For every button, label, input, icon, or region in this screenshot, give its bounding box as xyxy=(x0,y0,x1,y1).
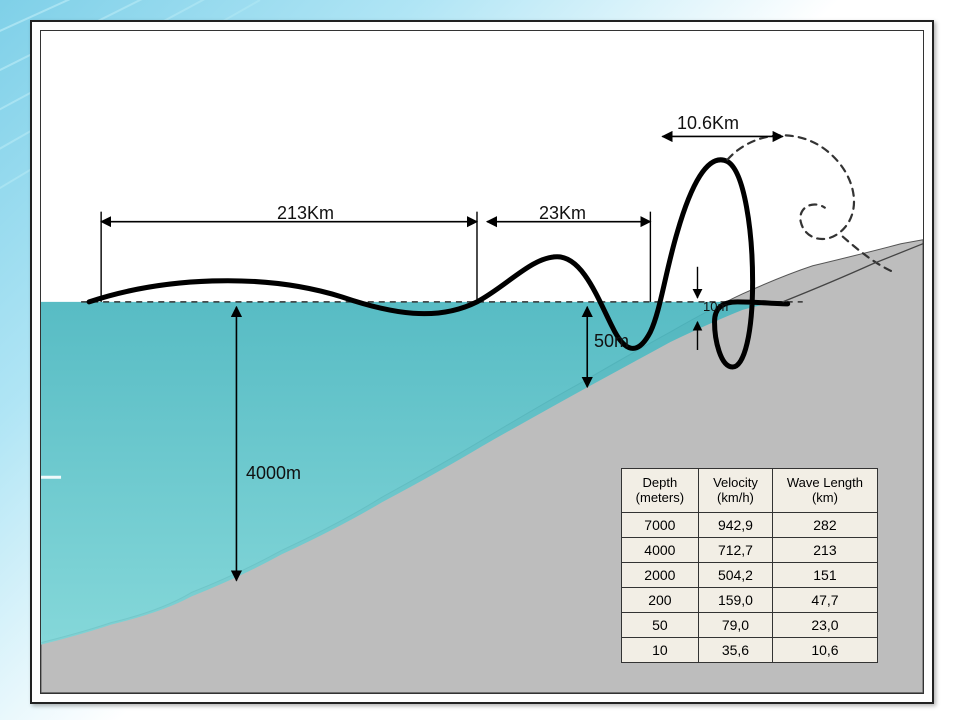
table-row: 1035,610,6 xyxy=(621,638,877,663)
label-23km: 23Km xyxy=(539,203,586,224)
th-wavelength: Wave Length (km) xyxy=(772,468,877,512)
table-body: 7000942,9282 4000712,7213 2000504,2151 2… xyxy=(621,513,877,663)
label-50m: 50m xyxy=(594,331,629,352)
th-velocity: Velocity (km/h) xyxy=(699,468,773,512)
label-106km: 10.6Km xyxy=(677,113,739,134)
table-row: 2000504,2151 xyxy=(621,563,877,588)
label-213km: 213Km xyxy=(277,203,334,224)
th-depth: Depth (meters) xyxy=(621,468,698,512)
table-row: 7000942,9282 xyxy=(621,513,877,538)
label-4000m: 4000m xyxy=(246,463,301,484)
table-row: 4000712,7213 xyxy=(621,538,877,563)
diagram-inner: 213Km 23Km 10.6Km 4000m 50m 10m Depth (m… xyxy=(40,30,924,694)
table-row: 200159,047,7 xyxy=(621,588,877,613)
table-row: 5079,023,0 xyxy=(621,613,877,638)
label-10m: 10m xyxy=(703,299,728,314)
diagram-frame: 213Km 23Km 10.6Km 4000m 50m 10m Depth (m… xyxy=(30,20,934,704)
wave-data-table: Depth (meters) Velocity (km/h) Wave Leng… xyxy=(621,468,878,663)
